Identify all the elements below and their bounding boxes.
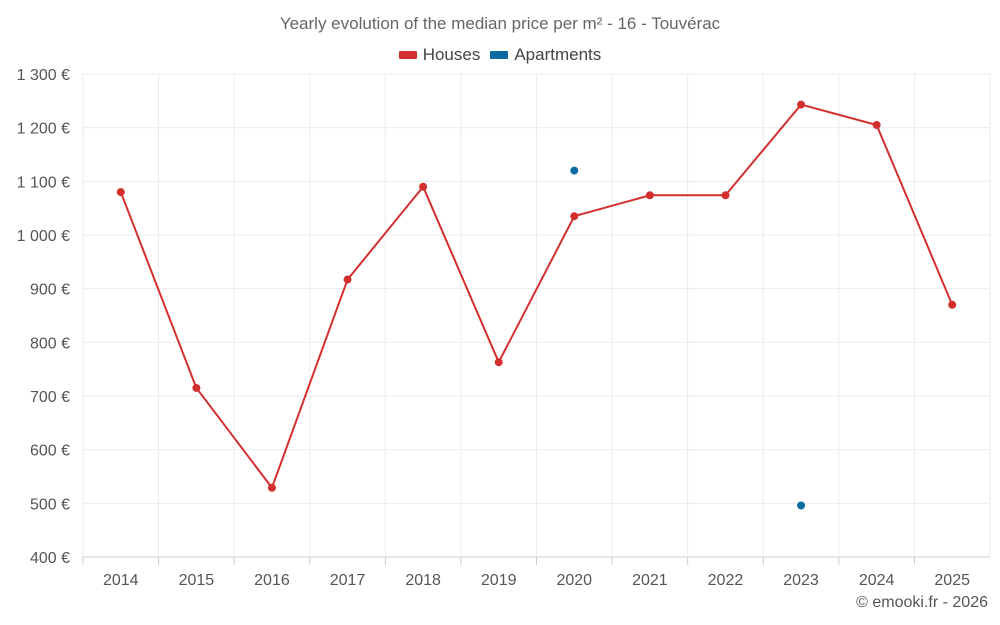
y-tick-label: 1 200 € — [17, 121, 70, 138]
data-point-houses-2015[interactable] — [192, 383, 201, 392]
data-point-houses-2023[interactable] — [797, 100, 806, 109]
legend-swatch-apartments — [490, 51, 509, 59]
grid-lines — [82, 73, 991, 558]
x-axis: 2014 2015 2016 2017 2018 2019 2020 2021 2022 2023… — [82, 557, 970, 589]
data-point-houses-2017[interactable] — [343, 275, 352, 284]
x-tick-label: 2017 — [330, 572, 366, 589]
data-point-houses-2018[interactable] — [419, 182, 428, 191]
x-tick-label: 2024 — [859, 572, 895, 589]
y-tick-label: 500 € — [30, 496, 70, 513]
data-point-houses-2019[interactable] — [494, 358, 503, 367]
legend-item-apartments[interactable]: Apartments — [490, 45, 601, 65]
series-apartments — [570, 166, 806, 510]
x-tick-label: 2020 — [556, 572, 592, 589]
credit-text: © emooki.fr - 2026 — [856, 594, 988, 611]
chart-legend: Houses Apartments — [0, 45, 1000, 65]
data-point-houses-2024[interactable] — [872, 120, 881, 129]
legend-item-houses[interactable]: Houses — [398, 45, 481, 65]
chart-title: Yearly evolution of the median price per… — [279, 14, 721, 33]
x-tick-label: 2015 — [179, 572, 215, 589]
data-point-houses-2021[interactable] — [645, 191, 654, 200]
series-line-houses — [119, 103, 954, 489]
y-tick-label: 1 100 € — [17, 174, 70, 191]
y-tick-label: 900 € — [30, 282, 70, 299]
y-tick-label: 1 300 € — [17, 67, 70, 84]
x-tick-label: 2023 — [783, 572, 819, 589]
series-houses — [116, 100, 957, 492]
x-tick-label: 2016 — [254, 572, 290, 589]
y-tick-label: 400 € — [30, 550, 70, 567]
data-point-houses-2020[interactable] — [570, 212, 579, 221]
legend-label-houses: Houses — [422, 45, 481, 64]
data-point-houses-2025[interactable] — [948, 300, 957, 309]
x-tick-label: 2014 — [103, 572, 139, 589]
y-tick-label: 600 € — [30, 443, 70, 460]
y-tick-label: 800 € — [30, 335, 70, 352]
x-tick-label: 2025 — [934, 572, 970, 589]
data-point-houses-2014[interactable] — [116, 188, 125, 197]
x-tick-label: 2019 — [481, 572, 517, 589]
data-point-houses-2022[interactable] — [721, 191, 730, 200]
x-tick-label: 2018 — [405, 572, 441, 589]
legend-swatch-houses — [398, 51, 417, 59]
data-point-houses-2016[interactable] — [267, 483, 276, 492]
data-point-apartments-2023[interactable] — [797, 501, 806, 510]
x-tick-label: 2021 — [632, 572, 668, 589]
legend-label-apartments: Apartments — [514, 45, 602, 64]
x-tick-label: 2022 — [708, 572, 744, 589]
series-layer — [116, 100, 957, 510]
y-tick-label: 1 000 € — [17, 228, 70, 245]
y-axis: 400 € 500 € 600 € 700 € 800 € 900 € 1 000 € 1 1… — [17, 67, 70, 567]
y-tick-label: 700 € — [30, 389, 70, 406]
data-point-apartments-2020[interactable] — [570, 166, 579, 175]
